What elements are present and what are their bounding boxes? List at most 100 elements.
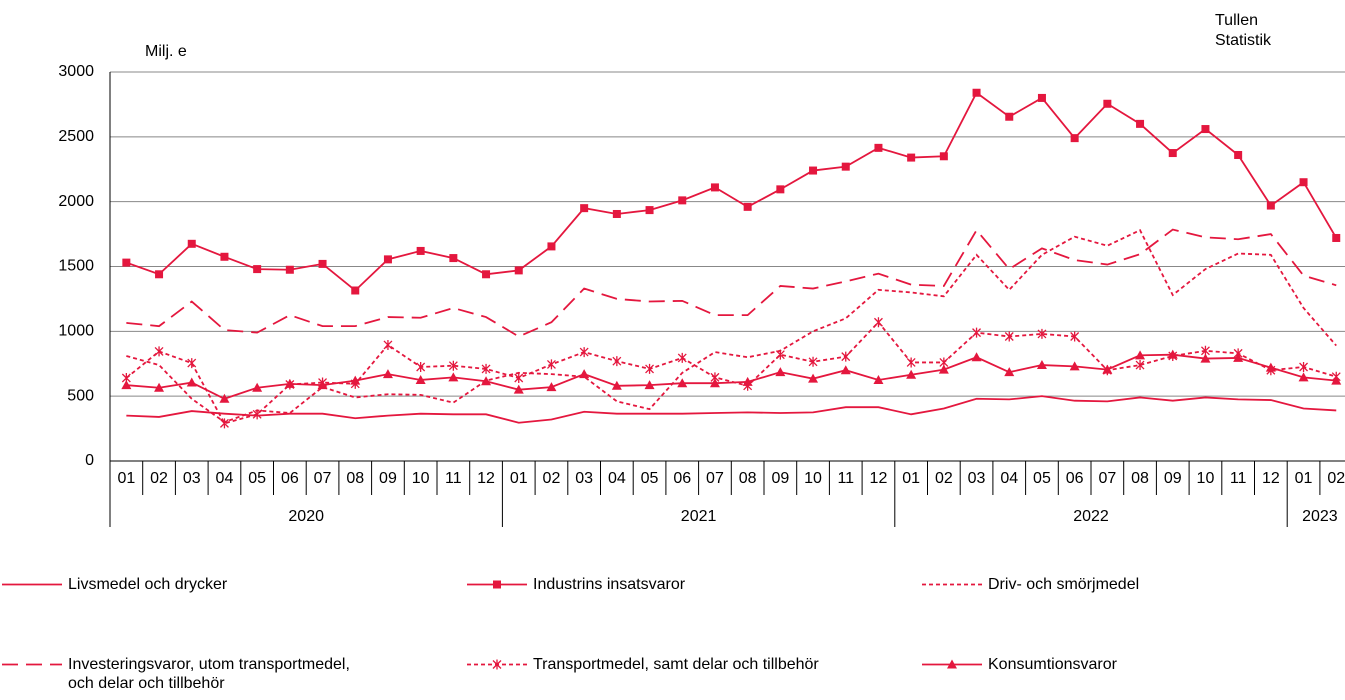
x-tick-label: 01 [117, 470, 135, 487]
marker [1005, 112, 1014, 121]
marker [383, 255, 392, 264]
legend-label: Industrins insatsvaror [533, 576, 686, 593]
marker [938, 364, 949, 374]
marker [971, 352, 982, 362]
marker [318, 259, 327, 268]
marker [481, 363, 491, 374]
x-tick-label: 01 [510, 470, 528, 487]
marker [492, 659, 502, 670]
marker [1299, 178, 1308, 187]
legend-label: Transportmedel, samt delar och tillbehör [533, 656, 819, 673]
marker [972, 88, 981, 97]
marker [155, 270, 164, 279]
marker [219, 418, 229, 429]
series-line [126, 91, 1338, 292]
x-tick-label: 10 [412, 470, 430, 487]
marker [645, 363, 655, 374]
legend-label: Driv- och smörjmedel [988, 576, 1140, 593]
x-tick-label: 08 [346, 470, 364, 487]
marker [841, 162, 850, 171]
marker [580, 204, 589, 213]
marker [579, 347, 589, 358]
marker [1103, 99, 1112, 108]
legend-item: Konsumtionsvaror [920, 655, 1298, 674]
marker [1299, 361, 1309, 372]
marker [743, 202, 752, 211]
marker [416, 246, 425, 255]
x-tick-label: 12 [477, 470, 495, 487]
x-tick-label: 06 [673, 470, 691, 487]
marker [906, 369, 917, 379]
marker [415, 374, 426, 384]
y-tick-label: 1000 [58, 323, 94, 340]
marker [611, 380, 622, 390]
year-label: 2020 [288, 508, 324, 525]
marker [121, 380, 132, 390]
legend-swatch [2, 663, 62, 666]
marker [677, 378, 688, 388]
marker [775, 349, 785, 360]
marker [448, 372, 459, 382]
x-tick-label: 09 [771, 470, 789, 487]
marker [1265, 362, 1276, 372]
marker [678, 196, 687, 205]
year-label: 2022 [1073, 508, 1109, 525]
marker [1136, 119, 1145, 128]
marker [482, 270, 491, 279]
marker [383, 339, 393, 350]
legend-item: Driv- och smörjmedel [920, 575, 1298, 594]
y-tick-label: 2000 [58, 193, 94, 210]
marker [873, 374, 884, 384]
source-line: Statistik [1215, 32, 1272, 49]
x-tick-label: 12 [870, 470, 888, 487]
marker [1201, 125, 1210, 134]
marker [252, 382, 263, 392]
marker [186, 377, 197, 387]
marker [1070, 134, 1079, 143]
x-tick-label: 08 [1131, 470, 1149, 487]
marker [1331, 375, 1342, 385]
marker [579, 369, 590, 379]
marker [1167, 349, 1178, 359]
marker [1168, 149, 1177, 158]
series-line [125, 320, 1337, 425]
marker [154, 346, 164, 357]
marker [187, 358, 197, 369]
x-tick-label: 01 [902, 470, 920, 487]
x-tick-label: 04 [216, 470, 234, 487]
legend-item: Transportmedel, samt delar och tillbehör [465, 655, 843, 674]
marker [1135, 350, 1146, 360]
marker [448, 360, 458, 371]
marker [122, 258, 131, 267]
legend-item: Industrins insatsvaror [465, 575, 843, 594]
x-tick-label: 09 [1164, 470, 1182, 487]
marker [1037, 328, 1047, 339]
legend-label: Livsmedel och drycker [68, 576, 228, 593]
source-line: Tullen [1215, 12, 1258, 29]
y-tick-label: 0 [85, 452, 94, 469]
marker [808, 373, 819, 383]
x-tick-label: 08 [739, 470, 757, 487]
marker [841, 351, 851, 362]
marker [1070, 331, 1080, 342]
legend-swatch [922, 659, 982, 669]
marker [187, 239, 196, 248]
legend: Livsmedel och drycker Industrins insatsva… [0, 565, 1345, 700]
marker [481, 376, 492, 386]
marker [546, 382, 557, 392]
marker [776, 185, 785, 194]
marker [514, 266, 523, 275]
marker [677, 352, 687, 363]
legend-swatch [2, 583, 62, 586]
x-tick-label: 05 [641, 470, 659, 487]
marker [317, 380, 328, 390]
marker [253, 265, 262, 274]
x-tick-label: 11 [1230, 470, 1247, 487]
x-tick-label: 07 [314, 470, 332, 487]
series-line [126, 229, 1337, 424]
x-tick-label: 07 [1098, 470, 1116, 487]
x-tick-label: 02 [935, 470, 953, 487]
x-tick-label: 01 [1295, 470, 1313, 487]
marker [284, 378, 295, 388]
marker [907, 153, 916, 162]
